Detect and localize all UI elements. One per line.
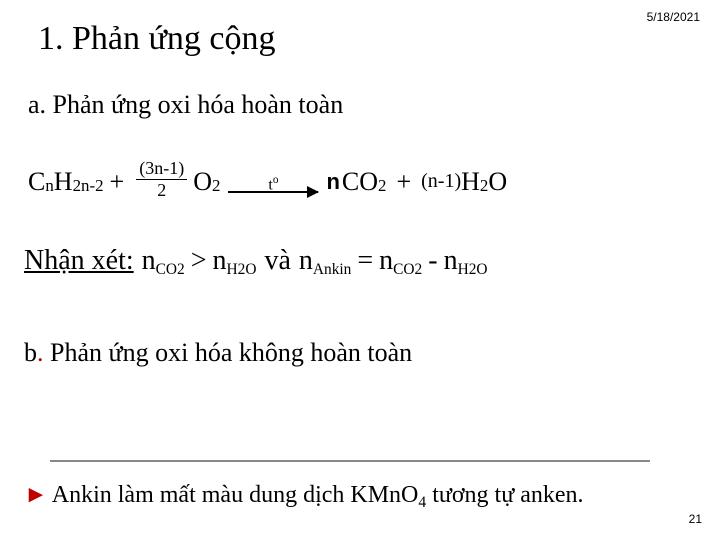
eq-fraction: (3n-1) 2 xyxy=(136,158,187,201)
note-text-1: Ankin làm mất màu dung dịch KMnO xyxy=(52,482,419,508)
arrow-o-sup: o xyxy=(273,174,279,186)
reaction-arrow: to xyxy=(228,170,318,192)
eq-O-sub: 2 xyxy=(212,176,220,196)
eq-H2O-O: O xyxy=(488,167,507,197)
page-number: 21 xyxy=(689,512,702,526)
subheading-b: b. Phản ứng oxi hóa không hoàn toàn xyxy=(24,338,412,368)
eq-O: O xyxy=(193,167,212,197)
eq-H2O-2: 2 xyxy=(480,176,488,196)
remark-label: Nhận xét: xyxy=(24,245,134,277)
remark-co2-sub2: CO2 xyxy=(393,261,422,279)
remark-va: và xyxy=(264,245,290,277)
eq-plus-2: + xyxy=(396,167,411,197)
remark-h2o-sub2: H2O xyxy=(458,261,488,279)
remark-co2-sub: CO2 xyxy=(156,261,185,279)
eq-H: H xyxy=(54,167,73,197)
eq-coef-n1: (n-1) xyxy=(421,170,461,193)
remark-minus: - xyxy=(428,245,437,277)
eq-CO: CO xyxy=(342,167,378,197)
note-sub4: 4 xyxy=(418,494,426,511)
remark-gt: > xyxy=(191,245,207,277)
remark-ankin-sub: Ankin xyxy=(313,261,351,279)
remark-h2o-sub: H2O xyxy=(227,261,257,279)
chemical-equation: CnH2n-2 + (3n-1) 2 O2 to n CO2 + (n-1) H… xyxy=(28,160,507,203)
remark-eq: = xyxy=(357,245,373,277)
remark-n4: n xyxy=(379,245,393,277)
eq-CO-sub: 2 xyxy=(378,176,386,196)
sub-b-letter: b xyxy=(24,338,37,367)
remark-n3: n xyxy=(299,245,313,277)
eq-C: C xyxy=(28,167,45,197)
date-label: 5/18/2021 xyxy=(647,10,700,24)
remark-n5: n xyxy=(444,245,458,277)
sub-b-text: Phản ứng oxi hóa không hoàn toàn xyxy=(44,338,413,367)
footnote: ► Ankin làm mất màu dung dịch KMnO4 tươn… xyxy=(24,482,584,509)
heading-1: 1. Phản ứng cộng xyxy=(38,20,276,58)
remark-n2: n xyxy=(213,245,227,277)
eq-n-sub: n xyxy=(45,176,53,196)
eq-frac-num: (3n-1) xyxy=(136,158,187,180)
triangle-marker-icon: ► xyxy=(24,482,48,509)
subheading-a: a. Phản ứng oxi hóa hoàn toàn xyxy=(24,90,347,120)
eq-H2O-H: H xyxy=(461,167,480,197)
eq-2n2-sub: 2n-2 xyxy=(73,176,104,196)
eq-plus-1: + xyxy=(110,167,125,197)
eq-coef-n: n xyxy=(326,169,339,195)
note-text-2: tương tự anken. xyxy=(426,482,583,508)
remark-line: Nhận xét: nCO2 > nH2O và nAnkin = nCO2 -… xyxy=(24,245,488,277)
remark-n1: n xyxy=(142,245,156,277)
divider-line xyxy=(50,460,650,462)
eq-frac-den: 2 xyxy=(154,180,169,201)
